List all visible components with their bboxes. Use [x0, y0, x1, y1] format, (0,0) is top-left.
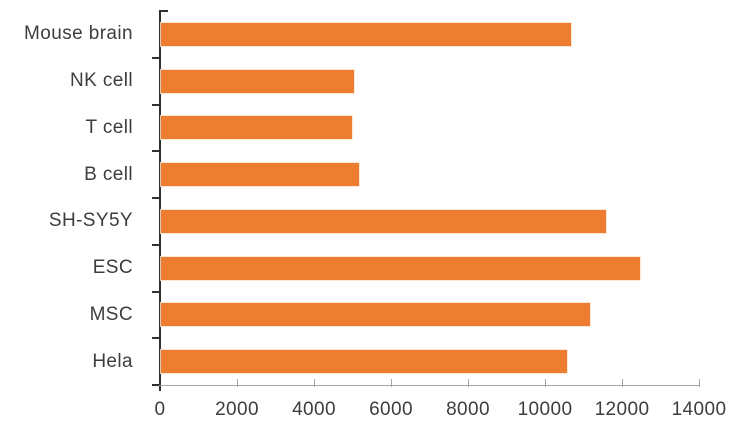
- x-axis-line: [159, 385, 700, 386]
- y-axis-line: [159, 10, 161, 391]
- y-axis-tick: [152, 290, 160, 293]
- x-axis-label: 14000: [671, 399, 727, 420]
- category-label-nk-cell: NK cell: [70, 70, 133, 92]
- bar-t-cell: [161, 116, 352, 140]
- x-axis-tick: [699, 379, 700, 387]
- y-axis-top-tick: [159, 10, 168, 12]
- bar-msc: [161, 303, 591, 327]
- x-axis-tick: [468, 379, 469, 387]
- y-axis-tick: [152, 103, 160, 106]
- y-axis-tick: [152, 197, 160, 199]
- y-axis-tick: [152, 56, 160, 59]
- category-label-t-cell: T cell: [85, 116, 133, 138]
- bar-mouse-brain: [161, 22, 572, 46]
- x-axis-label: 6000: [369, 399, 413, 420]
- x-axis-label: 0: [154, 399, 166, 420]
- bar-hela: [161, 350, 568, 374]
- x-axis-label: 10000: [517, 399, 573, 420]
- x-axis-label: 8000: [446, 399, 490, 420]
- category-label-sh-sy5y: SH-SY5Y: [48, 210, 133, 232]
- category-label-b-cell: B cell: [84, 163, 133, 185]
- y-axis-tick: [152, 337, 160, 340]
- y-axis-tick: [152, 243, 160, 246]
- bar-b-cell: [161, 163, 360, 187]
- x-axis-tick: [314, 379, 315, 387]
- bar-esc: [161, 256, 641, 280]
- x-axis-tick: [622, 379, 623, 387]
- category-label-hela: Hela: [92, 350, 133, 372]
- x-axis-label: 12000: [594, 399, 650, 420]
- bar-sh-sy5y: [161, 209, 606, 233]
- y-axis-tick: [152, 150, 160, 153]
- x-axis-label: 4000: [292, 399, 336, 420]
- x-axis-tick: [545, 379, 546, 387]
- bar-nk-cell: [161, 69, 354, 93]
- category-label-msc: MSC: [89, 303, 133, 325]
- x-axis-tick: [237, 379, 238, 387]
- x-axis-tick: [391, 379, 392, 387]
- category-label-esc: ESC: [92, 257, 133, 279]
- y-axis-tick: [152, 384, 160, 386]
- category-label-mouse-brain: Mouse brain: [24, 23, 133, 45]
- x-axis-label: 2000: [215, 399, 259, 420]
